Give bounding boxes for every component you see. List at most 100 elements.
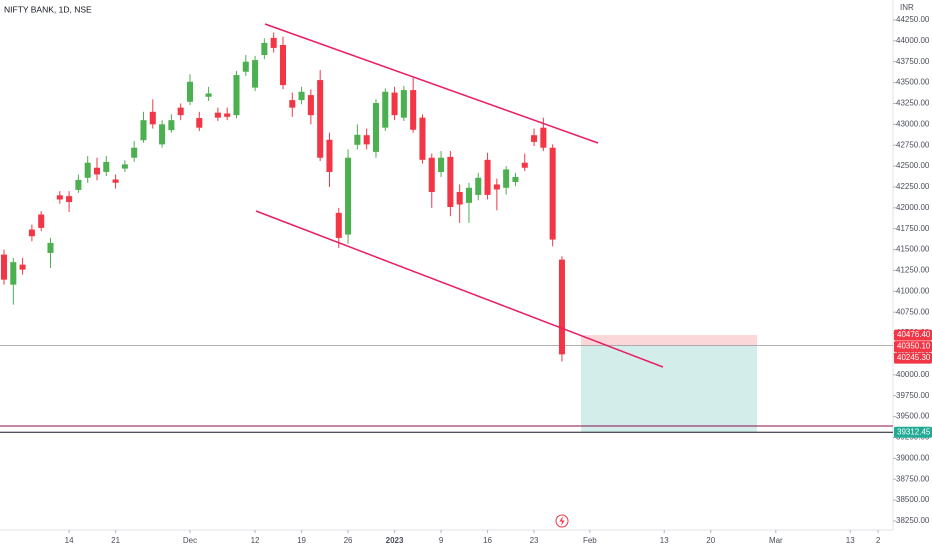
y-tick-label: 38750.00 — [896, 474, 930, 483]
candle-body — [493, 184, 500, 190]
price-label-box — [894, 426, 932, 438]
y-tick-label: 41500.00 — [896, 245, 930, 254]
candle-body — [168, 120, 175, 131]
chart-title: NIFTY BANK, 1D, NSE — [4, 4, 92, 14]
candle-body — [549, 147, 556, 240]
horizontal-lines — [0, 345, 893, 433]
x-tick-label: 16 — [483, 536, 492, 545]
y-tick-label: 43750.00 — [896, 57, 930, 66]
candle-body — [475, 177, 482, 195]
x-tick-label: 9 — [439, 536, 444, 545]
x-tick-label: 13 — [846, 536, 855, 545]
candle-body — [112, 179, 119, 183]
x-tick-label: 26 — [344, 536, 353, 545]
candle-body — [289, 100, 296, 108]
candle-body — [326, 139, 333, 172]
x-tick-label: 20 — [706, 536, 715, 545]
x-tick-label: Feb — [583, 536, 597, 545]
candle-body — [512, 176, 519, 182]
candle-body — [75, 179, 82, 190]
y-tick-label: 42000.00 — [896, 203, 930, 212]
x-tick-label: 21 — [111, 536, 120, 545]
candle-body — [456, 191, 463, 205]
candle-body — [149, 111, 156, 125]
candle-body — [484, 159, 491, 195]
candle-body — [93, 167, 101, 175]
stop-zone — [581, 335, 757, 346]
x-tick-label: 2023 — [386, 536, 404, 545]
candle-body — [233, 75, 240, 116]
y-tick-label: 43250.00 — [896, 99, 930, 108]
price-label: 40245.30 — [897, 353, 931, 362]
candle-body — [0, 254, 8, 280]
candle-body — [540, 127, 547, 148]
candle-body — [214, 112, 221, 118]
x-tick-label: 14 — [65, 536, 74, 545]
candle-body — [521, 162, 528, 168]
candle-body — [428, 157, 435, 192]
price-label: 40350.10 — [897, 342, 931, 351]
candle-body — [103, 161, 110, 172]
candles — [0, 32, 565, 362]
candle-body — [317, 80, 324, 158]
y-tick-label: 41750.00 — [896, 224, 930, 233]
price-label: 40476.40 — [897, 330, 931, 339]
y-tick-label: 39000.00 — [896, 453, 930, 462]
candle-body — [242, 61, 249, 72]
candle-body — [19, 264, 26, 270]
y-tick-label: 42750.00 — [896, 140, 930, 149]
currency-label: INR — [900, 3, 914, 12]
candle-body — [10, 262, 17, 285]
x-tick-label: Dec — [183, 536, 197, 545]
candle-body — [205, 93, 212, 97]
event-bolt — [559, 516, 565, 526]
y-tick-label: 38250.00 — [896, 516, 930, 525]
candle-body — [131, 147, 138, 158]
candle-body — [335, 212, 342, 238]
candle-body — [159, 124, 166, 145]
target-zone — [581, 345, 757, 433]
y-tick-label: 38500.00 — [896, 495, 930, 504]
candle-body — [503, 169, 510, 188]
candle-body — [270, 37, 277, 48]
position-zones — [581, 335, 757, 433]
candle-body — [438, 157, 445, 172]
x-tick-label: Mar — [769, 536, 783, 545]
candle-body — [186, 81, 194, 102]
candle-body — [84, 162, 91, 178]
x-tick-label: 13 — [660, 536, 669, 545]
candle-body — [196, 118, 203, 128]
candle-body — [279, 45, 286, 86]
candle-body — [345, 157, 352, 235]
x-tick-label: 2 — [876, 536, 881, 545]
axes: 38250.0038500.0038750.0039000.0039250.00… — [65, 15, 932, 545]
y-tick-label: 40000.00 — [896, 370, 930, 379]
candle-body — [121, 164, 128, 169]
y-tick-label: 41250.00 — [896, 266, 930, 275]
candle-body — [372, 103, 379, 152]
candle-body — [558, 259, 565, 355]
candle-body — [28, 229, 35, 237]
candle-body — [56, 195, 63, 200]
candle-body — [252, 60, 259, 88]
y-tick-label: 42250.00 — [896, 182, 930, 191]
price-label: 39312.45 — [897, 427, 931, 436]
price-label-box — [894, 341, 932, 353]
candle-body — [465, 187, 472, 203]
trend-line — [264, 23, 599, 144]
y-tick-label: 40750.00 — [896, 307, 930, 316]
event-icon — [555, 514, 569, 528]
x-tick-label: 19 — [297, 536, 306, 545]
candle-body — [363, 135, 370, 145]
y-tick-label: 39500.00 — [896, 412, 930, 421]
candle-body — [410, 90, 417, 130]
y-tick-label: 39750.00 — [896, 391, 930, 400]
candle-body — [307, 95, 314, 116]
candle-body — [224, 113, 231, 117]
x-tick-label: 23 — [530, 536, 539, 545]
candle-body — [382, 91, 389, 128]
candle-body — [298, 91, 305, 101]
candle-body — [419, 117, 426, 160]
